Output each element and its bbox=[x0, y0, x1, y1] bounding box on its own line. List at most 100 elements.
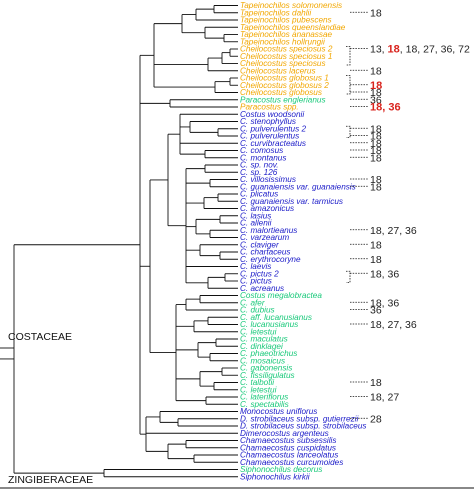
taxon-label: Paracostus spp. bbox=[240, 103, 299, 112]
chromosome-count: 18 bbox=[370, 377, 382, 389]
taxon-label: C. varzearum bbox=[240, 233, 289, 242]
taxon-label: C. talbotii bbox=[240, 378, 274, 387]
taxon-label: C. pulverulentus bbox=[240, 132, 299, 141]
chromosome-count: 18 bbox=[370, 7, 382, 19]
chromosome-count: 28 bbox=[370, 413, 382, 425]
taxon-label: C. letestui bbox=[240, 327, 277, 336]
chromosome-count: 18 bbox=[370, 138, 382, 150]
chromosome-count: 13, 18, 18, 27, 36, 72 bbox=[370, 44, 470, 56]
taxon-label: Dimerocostus argenteus bbox=[240, 429, 329, 438]
chromosome-count: 18, 27, 36 bbox=[370, 225, 417, 237]
count-value: 18 bbox=[370, 174, 382, 186]
taxon-label: Tapeinochilos dahlii bbox=[240, 8, 311, 17]
duplicate-bracket bbox=[346, 75, 351, 95]
taxon-label: C. sp. 126 bbox=[240, 168, 278, 177]
count-value: 18 bbox=[370, 131, 382, 143]
count-value: 18, 36 bbox=[370, 268, 399, 280]
count-value: 18 bbox=[370, 181, 382, 193]
count-value: 18 bbox=[370, 87, 382, 99]
chromosome-count: 18 bbox=[370, 239, 382, 251]
taxon-label: C. acreanus bbox=[240, 284, 284, 293]
count-value: 18 bbox=[370, 145, 382, 157]
count-value: 18 bbox=[370, 123, 382, 135]
count-value: 36 bbox=[370, 305, 382, 317]
taxon-label: C. pulverulentus 2 bbox=[240, 124, 306, 133]
taxon-label: C. dubius bbox=[240, 306, 275, 315]
taxon-label: Tapeinochilos pubescens bbox=[240, 16, 332, 25]
taxon-label: C. chartaceus bbox=[240, 248, 291, 257]
count-value: 28 bbox=[370, 413, 382, 425]
taxon-label: Cheilocostus globosus bbox=[240, 88, 322, 97]
count-value: , 18, 27, 36, 72 bbox=[400, 44, 470, 56]
taxon-label: C. claviger bbox=[240, 240, 279, 249]
taxon-label: D. strobilaceus subsp. gutierrezii bbox=[240, 414, 358, 423]
taxon-label: C. comosus bbox=[240, 146, 283, 155]
taxon-label: C. montanus bbox=[240, 153, 286, 162]
chromosome-count: 18, 27, 36 bbox=[370, 319, 417, 331]
chromosome-count: 18, 36 bbox=[370, 102, 401, 114]
taxon-label: C. lasius bbox=[240, 211, 271, 220]
chromosome-count: 36 bbox=[370, 94, 382, 106]
taxon-label: Cheilocostus lacerus bbox=[240, 66, 316, 75]
taxon-label: Cheilocostus speciosus 2 bbox=[240, 45, 333, 54]
taxon-label: C. gabonensis bbox=[240, 364, 292, 373]
taxon-label: Siphonochilus kirkii bbox=[240, 472, 310, 481]
chromosome-count: 18 bbox=[370, 152, 382, 164]
count-value: 13, bbox=[370, 44, 388, 56]
taxon-label: C. letestui bbox=[240, 385, 277, 394]
taxon-label: Tapeinochilos hollrungii bbox=[240, 37, 325, 46]
taxon-label: C. malortieanus bbox=[240, 226, 297, 235]
chromosome-count: 18 bbox=[370, 65, 382, 77]
taxon-label: Cheilocostus speciosus bbox=[240, 59, 326, 68]
chromosome-count: 18, 36 bbox=[370, 297, 399, 309]
chromosome-count: 18 bbox=[370, 181, 382, 193]
taxon-label: C. allenii bbox=[240, 219, 272, 228]
count-value: 36 bbox=[370, 94, 382, 106]
count-value: 18 bbox=[370, 152, 382, 164]
count-value: 18 bbox=[370, 65, 382, 77]
taxon-label: Cheilocostus speciosus 1 bbox=[240, 52, 332, 61]
taxon-label: Siphonochilus decorus bbox=[240, 465, 322, 474]
taxon-label: Costus woodsonii bbox=[240, 110, 304, 119]
taxon-label: C. afer bbox=[240, 298, 265, 307]
chromosome-count: 18 bbox=[370, 80, 382, 92]
duplicate-bracket bbox=[346, 46, 351, 66]
taxon-label: C. pictus 2 bbox=[240, 269, 279, 278]
count-value: 18 bbox=[388, 44, 400, 56]
taxon-label: C. curvibracteatus bbox=[240, 139, 306, 148]
count-value: 18 bbox=[370, 7, 382, 19]
chromosome-count: 18, 36 bbox=[370, 268, 399, 280]
chromosome-count: 18 bbox=[370, 174, 382, 186]
count-value: 18 bbox=[370, 138, 382, 150]
taxon-label: Chamaecostus curcumoides bbox=[240, 458, 343, 467]
taxon-label: C. fissiligulatus bbox=[240, 371, 295, 380]
taxon-label: C. guanaiensis var. tarmicus bbox=[240, 197, 343, 206]
taxon-label: C. erythrocoryne bbox=[240, 255, 301, 264]
chromosome-count: 18 bbox=[370, 145, 382, 157]
taxon-label: C. laevis bbox=[240, 262, 271, 271]
duplicate-bracket bbox=[346, 270, 351, 283]
count-value: 18, 27, 36 bbox=[370, 225, 417, 237]
chromosome-count: 18 bbox=[370, 131, 382, 143]
taxon-label: Tapeinochilos ananassae bbox=[240, 30, 333, 39]
chromosome-count: 18 bbox=[370, 254, 382, 266]
taxon-label: C. lateriflorus bbox=[240, 393, 288, 402]
family-label-zingiberaceae: ZINGIBERACEAE bbox=[8, 474, 93, 486]
taxon-label: C. guanaiensis var. guanaiensis bbox=[240, 182, 356, 191]
chromosome-count: 18, 27 bbox=[370, 392, 399, 404]
taxon-label: D. strobilaceus subsp. strobilaceus bbox=[240, 422, 367, 431]
chromosome-count: 18 bbox=[370, 123, 382, 135]
taxon-label: C. amazonicus bbox=[240, 204, 294, 213]
chromosome-count: 36 bbox=[370, 305, 382, 317]
taxon-label: C. plicatus bbox=[240, 190, 278, 199]
taxon-label: Cheilocostus globosus 1 bbox=[240, 74, 329, 83]
taxon-label: Tapeinochilos solomonensis bbox=[240, 1, 342, 10]
taxon-label: C. dinklagei bbox=[240, 342, 283, 351]
taxon-label: C. lucanusianus bbox=[240, 320, 298, 329]
taxon-label: Chamaecostus subsessilis bbox=[240, 436, 336, 445]
taxon-label: Paracostus englerianus bbox=[240, 95, 326, 104]
count-value: 18 bbox=[370, 377, 382, 389]
taxon-label: C. maculatus bbox=[240, 335, 288, 344]
taxon-labels: Tapeinochilos solomonensisTapeinochilos … bbox=[240, 1, 367, 481]
taxon-label: C. stenophyllus bbox=[240, 117, 296, 126]
